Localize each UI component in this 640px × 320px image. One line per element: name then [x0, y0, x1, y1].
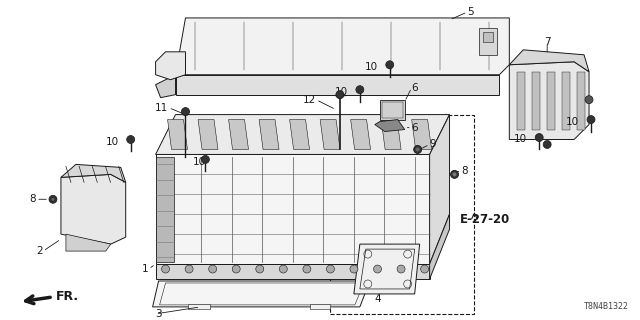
Polygon shape [175, 75, 499, 95]
Polygon shape [156, 52, 186, 80]
Polygon shape [412, 120, 431, 149]
Circle shape [397, 265, 405, 273]
Polygon shape [259, 120, 279, 149]
Polygon shape [152, 281, 370, 307]
Polygon shape [562, 72, 570, 130]
Text: T8N4B1322: T8N4B1322 [584, 302, 629, 311]
Polygon shape [479, 28, 497, 55]
Polygon shape [156, 115, 449, 155]
Polygon shape [175, 18, 509, 75]
Circle shape [374, 265, 381, 273]
Polygon shape [517, 72, 525, 130]
Circle shape [535, 133, 543, 141]
Text: 11: 11 [156, 103, 168, 113]
Circle shape [585, 96, 593, 104]
Circle shape [256, 265, 264, 273]
Text: 6: 6 [412, 123, 419, 132]
Text: 7: 7 [544, 37, 550, 47]
Circle shape [420, 265, 429, 273]
Polygon shape [351, 120, 371, 149]
Circle shape [279, 265, 287, 273]
Polygon shape [61, 164, 125, 182]
Circle shape [336, 91, 344, 99]
Bar [330, 115, 474, 314]
Polygon shape [228, 120, 248, 149]
Polygon shape [429, 115, 449, 264]
Circle shape [232, 265, 240, 273]
Text: 8: 8 [461, 166, 468, 176]
Text: 12: 12 [303, 95, 316, 105]
Circle shape [350, 265, 358, 273]
Circle shape [202, 156, 209, 164]
Circle shape [127, 135, 134, 143]
Circle shape [326, 265, 335, 273]
Polygon shape [547, 72, 555, 130]
Circle shape [413, 146, 422, 154]
Text: 10: 10 [514, 134, 527, 145]
Text: 6: 6 [412, 83, 419, 93]
Text: 9: 9 [429, 140, 436, 149]
Circle shape [161, 265, 170, 273]
Polygon shape [509, 62, 589, 140]
Circle shape [209, 265, 217, 273]
Polygon shape [156, 157, 173, 262]
Polygon shape [380, 100, 404, 120]
Circle shape [386, 61, 394, 69]
Polygon shape [290, 120, 310, 149]
Text: 10: 10 [193, 157, 205, 167]
Circle shape [356, 86, 364, 94]
Polygon shape [375, 120, 404, 132]
Circle shape [185, 265, 193, 273]
Text: 10: 10 [566, 116, 579, 127]
Circle shape [452, 172, 456, 176]
Polygon shape [354, 244, 420, 294]
Circle shape [587, 116, 595, 124]
Polygon shape [156, 155, 429, 264]
Polygon shape [577, 72, 585, 130]
Text: 5: 5 [467, 7, 474, 17]
Text: 1: 1 [142, 264, 148, 274]
Polygon shape [188, 304, 211, 309]
Text: 8: 8 [29, 194, 36, 204]
Text: 10: 10 [365, 62, 378, 72]
Text: 10: 10 [106, 138, 119, 148]
Circle shape [49, 195, 57, 203]
Polygon shape [66, 234, 111, 251]
Circle shape [415, 148, 420, 151]
Text: 4: 4 [374, 294, 381, 304]
Polygon shape [156, 264, 429, 279]
Circle shape [182, 108, 189, 116]
Text: 10: 10 [335, 87, 348, 97]
Polygon shape [61, 174, 125, 244]
Circle shape [303, 265, 311, 273]
Polygon shape [310, 304, 330, 309]
Polygon shape [381, 120, 401, 149]
Polygon shape [156, 75, 175, 98]
Polygon shape [320, 120, 340, 149]
Circle shape [51, 197, 55, 201]
Circle shape [543, 140, 551, 148]
Polygon shape [168, 120, 188, 149]
Circle shape [451, 170, 458, 178]
Polygon shape [483, 32, 493, 42]
Text: FR.: FR. [56, 291, 79, 303]
Text: 2: 2 [36, 246, 43, 256]
Polygon shape [198, 120, 218, 149]
Polygon shape [429, 214, 449, 279]
Text: 3: 3 [156, 309, 162, 319]
Polygon shape [509, 50, 589, 72]
Text: E-27-20: E-27-20 [460, 213, 509, 226]
Polygon shape [532, 72, 540, 130]
